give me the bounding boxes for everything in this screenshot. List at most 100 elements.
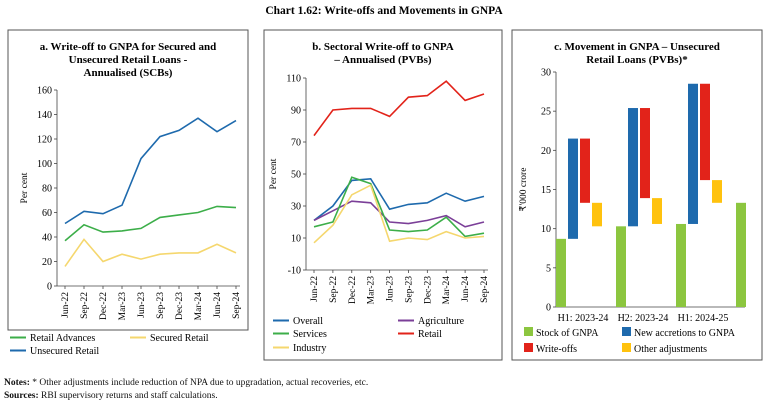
y-tick-label: 50: [291, 170, 301, 181]
panel-title-line: Retail Loans (PVBs)*: [586, 54, 688, 66]
y-tick-label: 30: [541, 68, 551, 79]
legend-label: Retail Advances: [30, 333, 95, 344]
panel-title-line: – Annualised (PVBs): [333, 54, 432, 66]
y-tick-label: -10: [288, 266, 301, 277]
bar-other-adjustments: [652, 198, 662, 224]
legend-label: Stock of GNPA: [536, 328, 599, 339]
x-category-label: H1: 2024-25: [678, 313, 729, 324]
main-title: Chart 1.62: Write-offs and Movements in …: [265, 5, 503, 17]
bar-write-offs: [640, 108, 650, 199]
legend-swatch: [524, 327, 533, 336]
panel-border: [7, 29, 249, 331]
y-tick-label: 0: [546, 303, 551, 314]
x-tick-label: Jun-23: [137, 292, 147, 318]
sources-label: Sources:: [4, 391, 39, 401]
y-axis-label: Per cent: [269, 158, 279, 189]
y-tick-label: 15: [541, 185, 551, 196]
y-tick-label: 160: [37, 86, 52, 97]
x-tick-label: Dec-23: [175, 292, 185, 320]
y-tick-label: 140: [37, 110, 52, 121]
y-tick-label: 110: [286, 74, 301, 85]
x-tick-label: Dec-22: [348, 276, 358, 304]
x-tick-label: Sep-23: [156, 292, 166, 319]
panel-title-line: Annualised (SCBs): [84, 67, 173, 79]
bar-new-accretions: [568, 138, 578, 239]
y-tick-label: 80: [42, 184, 52, 195]
y-axis-label: ₹'000 crore: [518, 168, 529, 212]
series-line-industry: [313, 184, 485, 244]
bar-other-adjustments: [712, 180, 722, 203]
y-tick-label: 5: [546, 263, 551, 274]
panel-b: b. Sectoral Write-off to GNPA– Annualise…: [263, 29, 503, 361]
y-tick-label: 10: [291, 234, 301, 245]
x-tick-label: Mar-23: [367, 276, 377, 305]
panel-a: a. Write-off to GNPA for Secured andUnse…: [7, 29, 249, 357]
y-tick-label: 10: [541, 224, 551, 235]
x-tick-label: Jun-22: [310, 276, 320, 302]
sources-line: Sources: RBI supervisory returns and sta…: [4, 390, 218, 402]
x-tick-label: Mar-24: [442, 276, 452, 305]
series-line-overall: [313, 177, 485, 222]
series-line-retail-advances: [64, 205, 237, 242]
legend-label: Unsecured Retail: [30, 346, 99, 357]
series-line-retail: [313, 80, 485, 137]
y-tick-label: 20: [541, 146, 551, 157]
bar-stock-start: [616, 226, 626, 307]
y-tick-label: 90: [291, 106, 301, 117]
legend-label: Write-offs: [536, 344, 577, 355]
series-line-services: [313, 176, 485, 238]
x-tick-label: Dec-22: [99, 292, 109, 320]
legend-swatch: [622, 343, 631, 352]
panel-border: [263, 29, 503, 361]
y-tick-label: 25: [541, 107, 551, 118]
x-tick-label: Sep-23: [404, 276, 414, 303]
x-tick-label: Sep-22: [329, 276, 339, 303]
panel-title-line: c. Movement in GNPA – Unsecured: [554, 41, 720, 53]
x-tick-label: Dec-23: [423, 276, 433, 304]
x-tick-label: Jun-24: [461, 276, 471, 302]
bar-new-accretions: [688, 83, 698, 224]
panel-title-line: Unsecured Retail Loans -: [69, 54, 188, 66]
y-tick-label: 120: [37, 135, 52, 146]
x-tick-label: Jun-23: [386, 276, 396, 302]
x-tick-label: Sep-22: [80, 292, 90, 319]
bar-new-accretions: [628, 108, 638, 227]
bar-write-offs: [580, 138, 590, 203]
legend-label: New accretions to GNPA: [634, 328, 736, 339]
y-axis-label: Per cent: [20, 172, 30, 203]
bar-stock-end: [736, 202, 746, 307]
legend-swatch: [622, 327, 631, 336]
legend-label: Agriculture: [418, 316, 465, 327]
bar-other-adjustments: [592, 202, 602, 227]
chart-figure: Chart 1.62: Write-offs and Movements in …: [7, 5, 763, 361]
y-tick-label: 0: [47, 282, 52, 293]
x-tick-label: Mar-24: [194, 292, 204, 321]
y-tick-label: 60: [42, 208, 52, 219]
bar-write-offs: [700, 83, 710, 181]
notes-line: Notes: * Other adjustments include reduc…: [4, 377, 368, 389]
panel-title-line: a. Write-off to GNPA for Secured and: [40, 41, 217, 53]
panel-border: [511, 29, 763, 361]
notes-text: * Other adjustments include reduction of…: [29, 378, 369, 388]
legend-label: Secured Retail: [150, 333, 209, 344]
series-line-secured-retail: [64, 238, 237, 267]
bar-stock-start: [676, 223, 686, 307]
series-line-unsecured-retail: [64, 117, 237, 225]
legend-label: Retail: [418, 329, 442, 340]
y-tick-label: 20: [42, 257, 52, 268]
x-tick-label: Sep-24: [232, 292, 242, 319]
panel-title-line: b. Sectoral Write-off to GNPA: [312, 41, 453, 53]
y-tick-label: 40: [42, 233, 52, 244]
sources-text: RBI supervisory returns and staff calcul…: [38, 391, 218, 401]
legend-swatch: [524, 343, 533, 352]
y-tick-label: 100: [37, 159, 52, 170]
x-tick-label: Jun-24: [213, 292, 223, 318]
x-category-label: H2: 2023-24: [618, 313, 669, 324]
notes-label: Notes:: [4, 378, 30, 388]
x-tick-label: Mar-23: [118, 292, 128, 321]
legend-label: Overall: [293, 316, 323, 327]
x-tick-label: Jun-22: [61, 292, 71, 318]
legend-label: Industry: [293, 343, 326, 354]
bar-stock-start: [556, 238, 566, 307]
